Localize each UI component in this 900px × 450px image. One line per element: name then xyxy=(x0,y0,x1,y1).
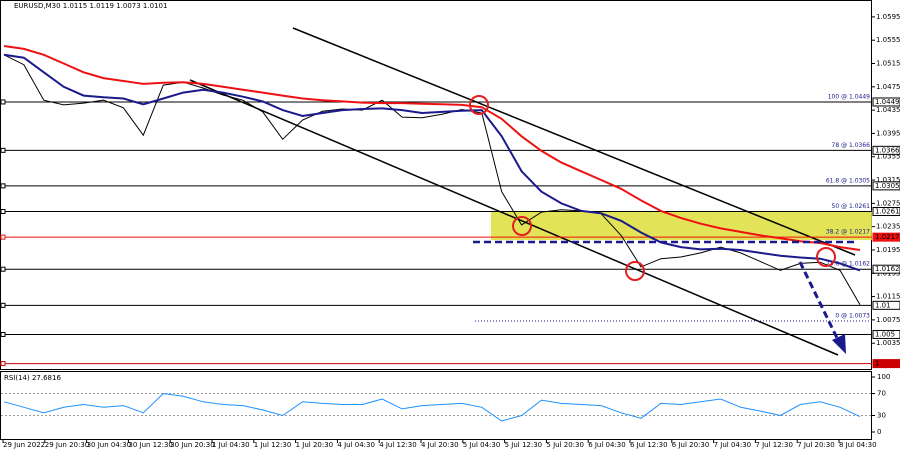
x-tick-label: 7 Jul 04:30 xyxy=(714,441,752,449)
rsi-tick-label: 30 xyxy=(877,412,886,420)
level-label: 1.01 xyxy=(875,301,891,309)
level-marker xyxy=(0,302,6,308)
highlight-circle xyxy=(816,247,836,267)
y-tick-label: 1.0115 xyxy=(876,293,900,301)
y-tick-label: 1.0475 xyxy=(876,83,900,91)
level-label-box xyxy=(872,181,900,191)
level-marker xyxy=(0,234,6,240)
y-tick-label: 1.0235 xyxy=(876,223,900,231)
x-tick-label: 5 Jul 12:30 xyxy=(505,441,543,449)
x-tick-label: 4 Jul 12:30 xyxy=(379,441,417,449)
level-label-box xyxy=(872,207,900,217)
x-tick-label: 4 Jul 20:30 xyxy=(421,441,459,449)
level-marker xyxy=(0,331,6,337)
series-line xyxy=(3,45,861,251)
rsi-tick-label: 70 xyxy=(877,390,886,398)
level-label: 1.0217 xyxy=(875,233,900,241)
x-tick-label: 5 Jul 04:30 xyxy=(463,441,501,449)
level-marker xyxy=(0,361,6,367)
level-label: 1.005 xyxy=(875,330,895,338)
channel-lower xyxy=(189,79,839,356)
x-tick-label: 6 Jul 20:30 xyxy=(672,441,710,449)
x-tick-label: 5 Jul 20:30 xyxy=(546,441,584,449)
x-tick-label: 1 Jul 12:30 xyxy=(254,441,292,449)
level-marker xyxy=(0,266,6,272)
series-line xyxy=(3,53,861,272)
y-tick-label: 1.0595 xyxy=(876,13,900,21)
series-line xyxy=(3,392,861,422)
level-label: 1.0305 xyxy=(875,182,900,190)
forecast-arrow xyxy=(798,261,840,341)
level-marker xyxy=(0,99,6,105)
x-tick-label: 29 Jun 20:30 xyxy=(45,441,89,449)
level-label: 1.0162 xyxy=(875,265,900,273)
fib-label: 78 @ 1.0366 xyxy=(832,142,871,149)
x-tick-label: 4 Jul 04:30 xyxy=(337,441,375,449)
y-tick-label: 1.0275 xyxy=(876,199,900,207)
rsi-title: RSI(14) 27.6816 xyxy=(4,374,61,382)
y-tick-label: 1.0315 xyxy=(876,176,900,184)
fib-label: 100 @ 1.0449 xyxy=(828,93,870,100)
rsi-panel-border xyxy=(0,371,872,440)
rsi-tick-label: 100 xyxy=(877,373,890,381)
highlight-circle xyxy=(512,216,532,236)
level-label-box xyxy=(872,145,900,155)
level-label-box xyxy=(872,264,900,274)
x-tick-label: 7 Jul 20:30 xyxy=(797,441,835,449)
level-label-box xyxy=(872,232,900,242)
fib-label: 38.2 @ 1.0217 xyxy=(826,229,870,236)
y-tick-label: 1.0435 xyxy=(876,106,900,114)
y-tick-label: 1.0195 xyxy=(876,246,900,254)
y-tick-label: 1.0035 xyxy=(876,339,900,347)
fib-label: 0 @ 1.0073 xyxy=(835,313,870,320)
x-tick-label: 30 Jun 04:30 xyxy=(87,441,131,449)
y-tick-label: 1.0555 xyxy=(876,36,900,44)
x-tick-label: 29 Jun 2022 xyxy=(3,441,45,449)
y-tick-label: 1.0515 xyxy=(876,60,900,68)
level-marker xyxy=(0,183,6,189)
level-label: 1.0366 xyxy=(875,146,900,154)
fib-label: 50 @ 1.0261 xyxy=(832,203,871,210)
fib-label: 61.8 @ 1.0305 xyxy=(826,177,870,184)
highlight-circle xyxy=(625,261,645,281)
level-label-box xyxy=(872,359,900,369)
level-label-box xyxy=(872,300,900,310)
rsi-tick-label: 0 xyxy=(877,428,881,436)
arrow-head xyxy=(832,334,846,354)
fib-label: 23.6 @ 1.0162 xyxy=(826,261,870,268)
y-tick-label: 1.0075 xyxy=(876,316,900,324)
x-tick-label: 1 Jul 20:30 xyxy=(296,441,334,449)
resistance-zone xyxy=(491,212,872,240)
level-label: 1.0449 xyxy=(875,98,900,106)
level-label: 1.0261 xyxy=(875,208,900,216)
x-tick-label: 30 Jun 12:30 xyxy=(128,441,172,449)
x-tick-label: 7 Jul 12:30 xyxy=(755,441,793,449)
y-tick-label: 1.0355 xyxy=(876,153,900,161)
level-label: 1 xyxy=(875,360,879,368)
channel-upper xyxy=(292,27,856,256)
level-label-box xyxy=(872,329,900,339)
y-tick-label: 1.0395 xyxy=(876,129,900,137)
chart-title: EURUSD,M30 1.0115 1.0119 1.0073 1.0101 xyxy=(14,2,167,10)
level-label-box xyxy=(872,97,900,107)
x-tick-label: 6 Jul 12:30 xyxy=(630,441,668,449)
x-tick-label: 6 Jul 04:30 xyxy=(588,441,626,449)
highlight-circle xyxy=(469,95,489,115)
level-marker xyxy=(0,147,6,153)
x-tick-label: 8 Jul 04:30 xyxy=(839,441,877,449)
x-tick-label: 30 Jun 20:30 xyxy=(170,441,214,449)
x-tick-label: 1 Jul 04:30 xyxy=(212,441,250,449)
level-marker xyxy=(0,209,6,215)
